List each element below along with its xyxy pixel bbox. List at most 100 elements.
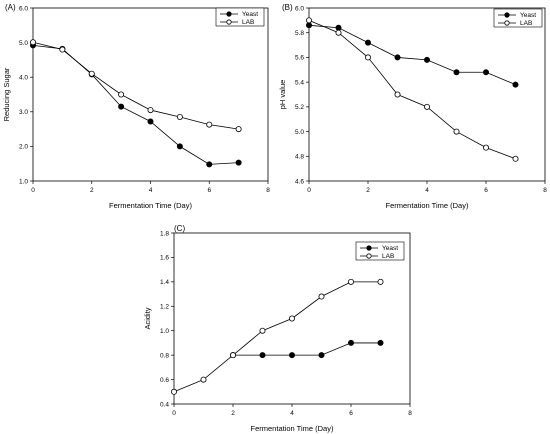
y-tick-label: 1.0 — [19, 178, 28, 185]
data-point-yeast — [423, 56, 430, 63]
chart-panel-2: (B) 0 2 4 6 8 4.6 4.8 5.0 5.2 5.4 5.6 5.8 6.0 Fermenta… — [278, 3, 547, 210]
x-tick-label: 4 — [425, 187, 429, 194]
data-point-lab — [377, 278, 384, 285]
data-point-yeast — [347, 339, 354, 346]
x-axis-label: Fermentation Time (Day) — [109, 201, 192, 210]
panel-label: (C) — [174, 224, 185, 233]
y-axis-label: Reducing Sugar — [2, 67, 11, 121]
series-line-lab — [32, 41, 239, 130]
data-point-lab — [29, 39, 36, 46]
y-tick-label: 1.6 — [160, 255, 169, 262]
series-line-yeast — [32, 44, 239, 165]
data-point-lab — [453, 128, 460, 135]
x-tick-label: 6 — [484, 187, 488, 194]
x-tick-label: 2 — [90, 187, 94, 194]
plot-frame — [32, 7, 269, 182]
y-tick-label: 1.0 — [160, 328, 169, 335]
y-tick-label: 4.6 — [295, 178, 304, 185]
x-tick-label: 2 — [366, 187, 370, 194]
series-line-lab — [173, 281, 381, 393]
data-point-lab — [318, 293, 325, 300]
data-point-yeast — [377, 339, 384, 346]
y-axis-label: pH value — [278, 80, 287, 110]
x-axis-label: Fermentation Time (Day) — [251, 424, 334, 433]
legend-marker — [504, 12, 510, 18]
y-tick-label: 1.8 — [160, 230, 169, 237]
data-point-yeast — [259, 352, 266, 359]
series-line-lab — [308, 19, 516, 160]
legend-label: LAB — [520, 20, 532, 27]
data-point-yeast — [305, 22, 312, 29]
y-tick-label: 2.0 — [19, 144, 28, 151]
legend-marker — [226, 11, 232, 17]
data-point-yeast — [364, 39, 371, 46]
legend-marker — [226, 19, 232, 25]
series-line-yeast — [308, 24, 516, 85]
data-point-lab — [118, 91, 125, 98]
plot-frame — [308, 7, 546, 182]
y-tick-label: 5.6 — [295, 55, 304, 62]
y-tick-label: 5.2 — [295, 104, 304, 111]
x-tick-label: 4 — [149, 187, 153, 194]
x-tick-label: 6 — [349, 410, 353, 417]
chart-panel-3: (C) 0 2 4 6 8 0.4 0.6 0.8 1.0 1.2 1.4 1.6 1.8 Fermenta… — [143, 224, 412, 433]
y-tick-label: 5.4 — [295, 79, 304, 86]
data-point-lab — [288, 315, 295, 322]
data-point-lab — [235, 126, 242, 133]
data-point-yeast — [235, 159, 242, 166]
y-tick-label: 6.0 — [19, 5, 28, 12]
x-tick-label: 8 — [408, 410, 412, 417]
x-tick-label: 6 — [207, 187, 211, 194]
data-point-lab — [347, 278, 354, 285]
data-point-yeast — [206, 161, 213, 168]
panel-label: (A) — [5, 3, 16, 12]
legend-marker — [366, 253, 372, 259]
data-point-lab — [59, 46, 66, 53]
data-point-yeast — [288, 352, 295, 359]
y-tick-label: 5.0 — [295, 129, 304, 136]
data-point-lab — [482, 144, 489, 151]
y-tick-label: 4.8 — [295, 154, 304, 161]
legend-label: LAB — [382, 253, 394, 260]
y-tick-label: 3.0 — [19, 109, 28, 116]
legend-label: Yeast — [520, 12, 536, 19]
data-point-yeast — [512, 81, 519, 88]
data-point-yeast — [394, 54, 401, 61]
legend-label: Yeast — [242, 11, 258, 18]
data-point-yeast — [147, 118, 154, 125]
data-point-yeast — [453, 69, 460, 76]
y-tick-label: 0.6 — [160, 377, 169, 384]
data-point-yeast — [318, 352, 325, 359]
data-point-lab — [170, 388, 177, 395]
legend-label: Yeast — [382, 245, 398, 252]
data-point-lab — [335, 29, 342, 36]
chart-panel-1: (A) 0 2 4 6 8 1.0 2.0 3.0 4.0 5.0 6.0 Fermentation T… — [2, 3, 270, 210]
data-point-yeast — [118, 103, 125, 110]
y-axis-label: Acidity — [143, 307, 152, 329]
y-tick-label: 5.0 — [19, 40, 28, 47]
x-tick-label: 0 — [172, 410, 176, 417]
data-point-lab — [229, 352, 236, 359]
y-tick-label: 1.4 — [160, 279, 169, 286]
x-tick-label: 2 — [231, 410, 235, 417]
legend-label: LAB — [242, 19, 254, 26]
legend-marker — [366, 245, 372, 251]
x-tick-label: 8 — [543, 187, 547, 194]
y-tick-label: 6.0 — [295, 5, 304, 12]
data-point-yeast — [482, 69, 489, 76]
legend-marker — [504, 20, 510, 26]
x-axis-label: Fermentation Time (Day) — [386, 201, 469, 210]
y-tick-label: 1.2 — [160, 304, 169, 311]
x-tick-label: 4 — [290, 410, 294, 417]
x-tick-label: 0 — [307, 187, 311, 194]
y-tick-label: 0.4 — [160, 401, 169, 408]
data-point-lab — [88, 70, 95, 77]
data-point-lab — [364, 54, 371, 61]
series-line-yeast — [233, 342, 381, 356]
data-point-lab — [206, 121, 213, 128]
data-point-lab — [259, 327, 266, 334]
